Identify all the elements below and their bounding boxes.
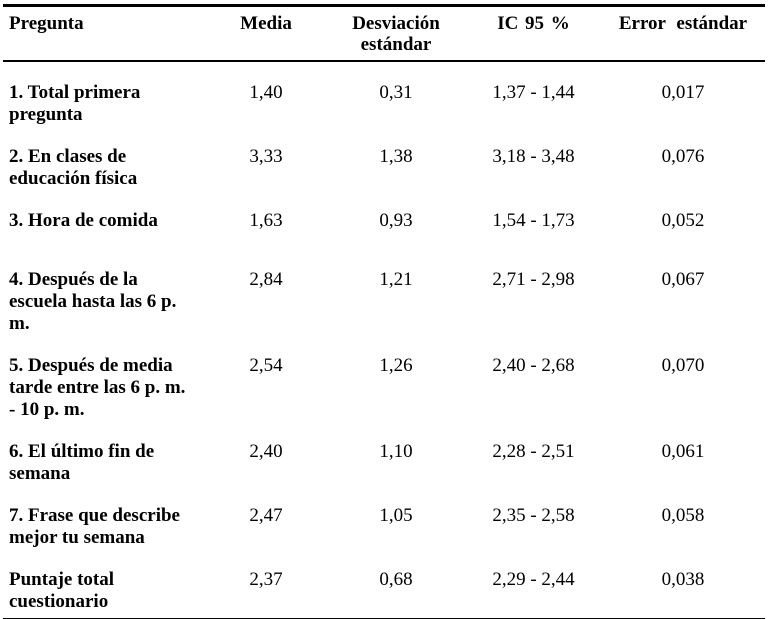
table-body: 1. Total primera pregunta 1,40 0,31 1,37…: [3, 61, 765, 619]
header-row: Pregunta Media Desviación estándar IC 95…: [3, 5, 765, 62]
table-row: 6. El último fin de semana 2,40 1,10 2,2…: [3, 421, 765, 485]
cell-ic95: 2,29 - 2,44: [492, 569, 575, 590]
cell-error: 0,061: [661, 441, 705, 462]
cell-error: 0,038: [661, 569, 705, 590]
header-error-estandar: Error estándar: [601, 5, 765, 62]
cell-ic95: 3,18 - 3,48: [492, 146, 575, 167]
cell-media: 2,40: [249, 441, 283, 462]
cell-ic95: 2,28 - 2,51: [492, 441, 575, 462]
header-media: Media: [206, 5, 326, 62]
statistics-table: Pregunta Media Desviación estándar IC 95…: [3, 4, 765, 619]
cell-error: 0,058: [661, 505, 705, 526]
cell-ic95: 2,40 - 2,68: [492, 355, 575, 376]
cell-pregunta: 5. Después de media tarde entre las 6 p.…: [9, 355, 186, 420]
cell-desviacion: 1,38: [379, 146, 413, 167]
cell-ic95: 1,54 - 1,73: [492, 210, 575, 231]
cell-pregunta: Puntaje total cuestionario: [9, 569, 115, 612]
table-row: 1. Total primera pregunta 1,40 0,31 1,37…: [3, 61, 765, 126]
cell-desviacion: 0,68: [379, 569, 413, 590]
cell-desviacion: 1,05: [379, 505, 413, 526]
cell-ic95: 2,35 - 2,58: [492, 505, 575, 526]
cell-error: 0,017: [661, 82, 705, 103]
cell-error: 0,052: [661, 210, 705, 231]
cell-media: 3,33: [249, 146, 283, 167]
cell-desviacion: 1,26: [379, 355, 413, 376]
cell-media: 2,54: [249, 355, 283, 376]
header-desviacion-estandar: Desviación estándar: [326, 5, 466, 62]
table-row: 7. Frase que describe mejor tu semana 2,…: [3, 485, 765, 549]
cell-pregunta: 6. El último fin de semana: [9, 441, 155, 484]
cell-desviacion: 0,31: [379, 82, 413, 103]
table-row: 4. Después de la escuela hasta las 6 p. …: [3, 249, 765, 335]
cell-desviacion: 1,10: [379, 441, 413, 462]
cell-media: 1,40: [249, 82, 283, 103]
header-ic-95: IC 95 %: [466, 5, 601, 62]
cell-error: 0,070: [661, 355, 705, 376]
cell-ic95: 2,71 - 2,98: [492, 269, 575, 290]
cell-pregunta: 7. Frase que describe mejor tu semana: [9, 505, 180, 548]
cell-error: 0,067: [661, 269, 705, 290]
cell-pregunta: 4. Después de la escuela hasta las 6 p. …: [9, 269, 177, 334]
cell-media: 2,37: [249, 569, 283, 590]
table-row: 3. Hora de comida 1,63 0,93 1,54 - 1,73 …: [3, 190, 765, 249]
cell-ic95: 1,37 - 1,44: [492, 82, 575, 103]
header-pregunta: Pregunta: [3, 5, 206, 62]
cell-pregunta: 1. Total primera pregunta: [9, 82, 141, 125]
table-header: Pregunta Media Desviación estándar IC 95…: [3, 5, 765, 62]
table-row: 2. En clases de educación física 3,33 1,…: [3, 126, 765, 190]
cell-media: 2,47: [249, 505, 283, 526]
cell-media: 2,84: [249, 269, 283, 290]
cell-pregunta: 3. Hora de comida: [9, 210, 158, 231]
cell-media: 1,63: [249, 210, 283, 231]
cell-desviacion: 1,21: [379, 269, 413, 290]
cell-error: 0,076: [661, 146, 705, 167]
table-row: 5. Después de media tarde entre las 6 p.…: [3, 335, 765, 421]
cell-desviacion: 0,93: [379, 210, 413, 231]
table-row: Puntaje total cuestionario 2,37 0,68 2,2…: [3, 549, 765, 619]
cell-pregunta: 2. En clases de educación física: [9, 146, 138, 189]
